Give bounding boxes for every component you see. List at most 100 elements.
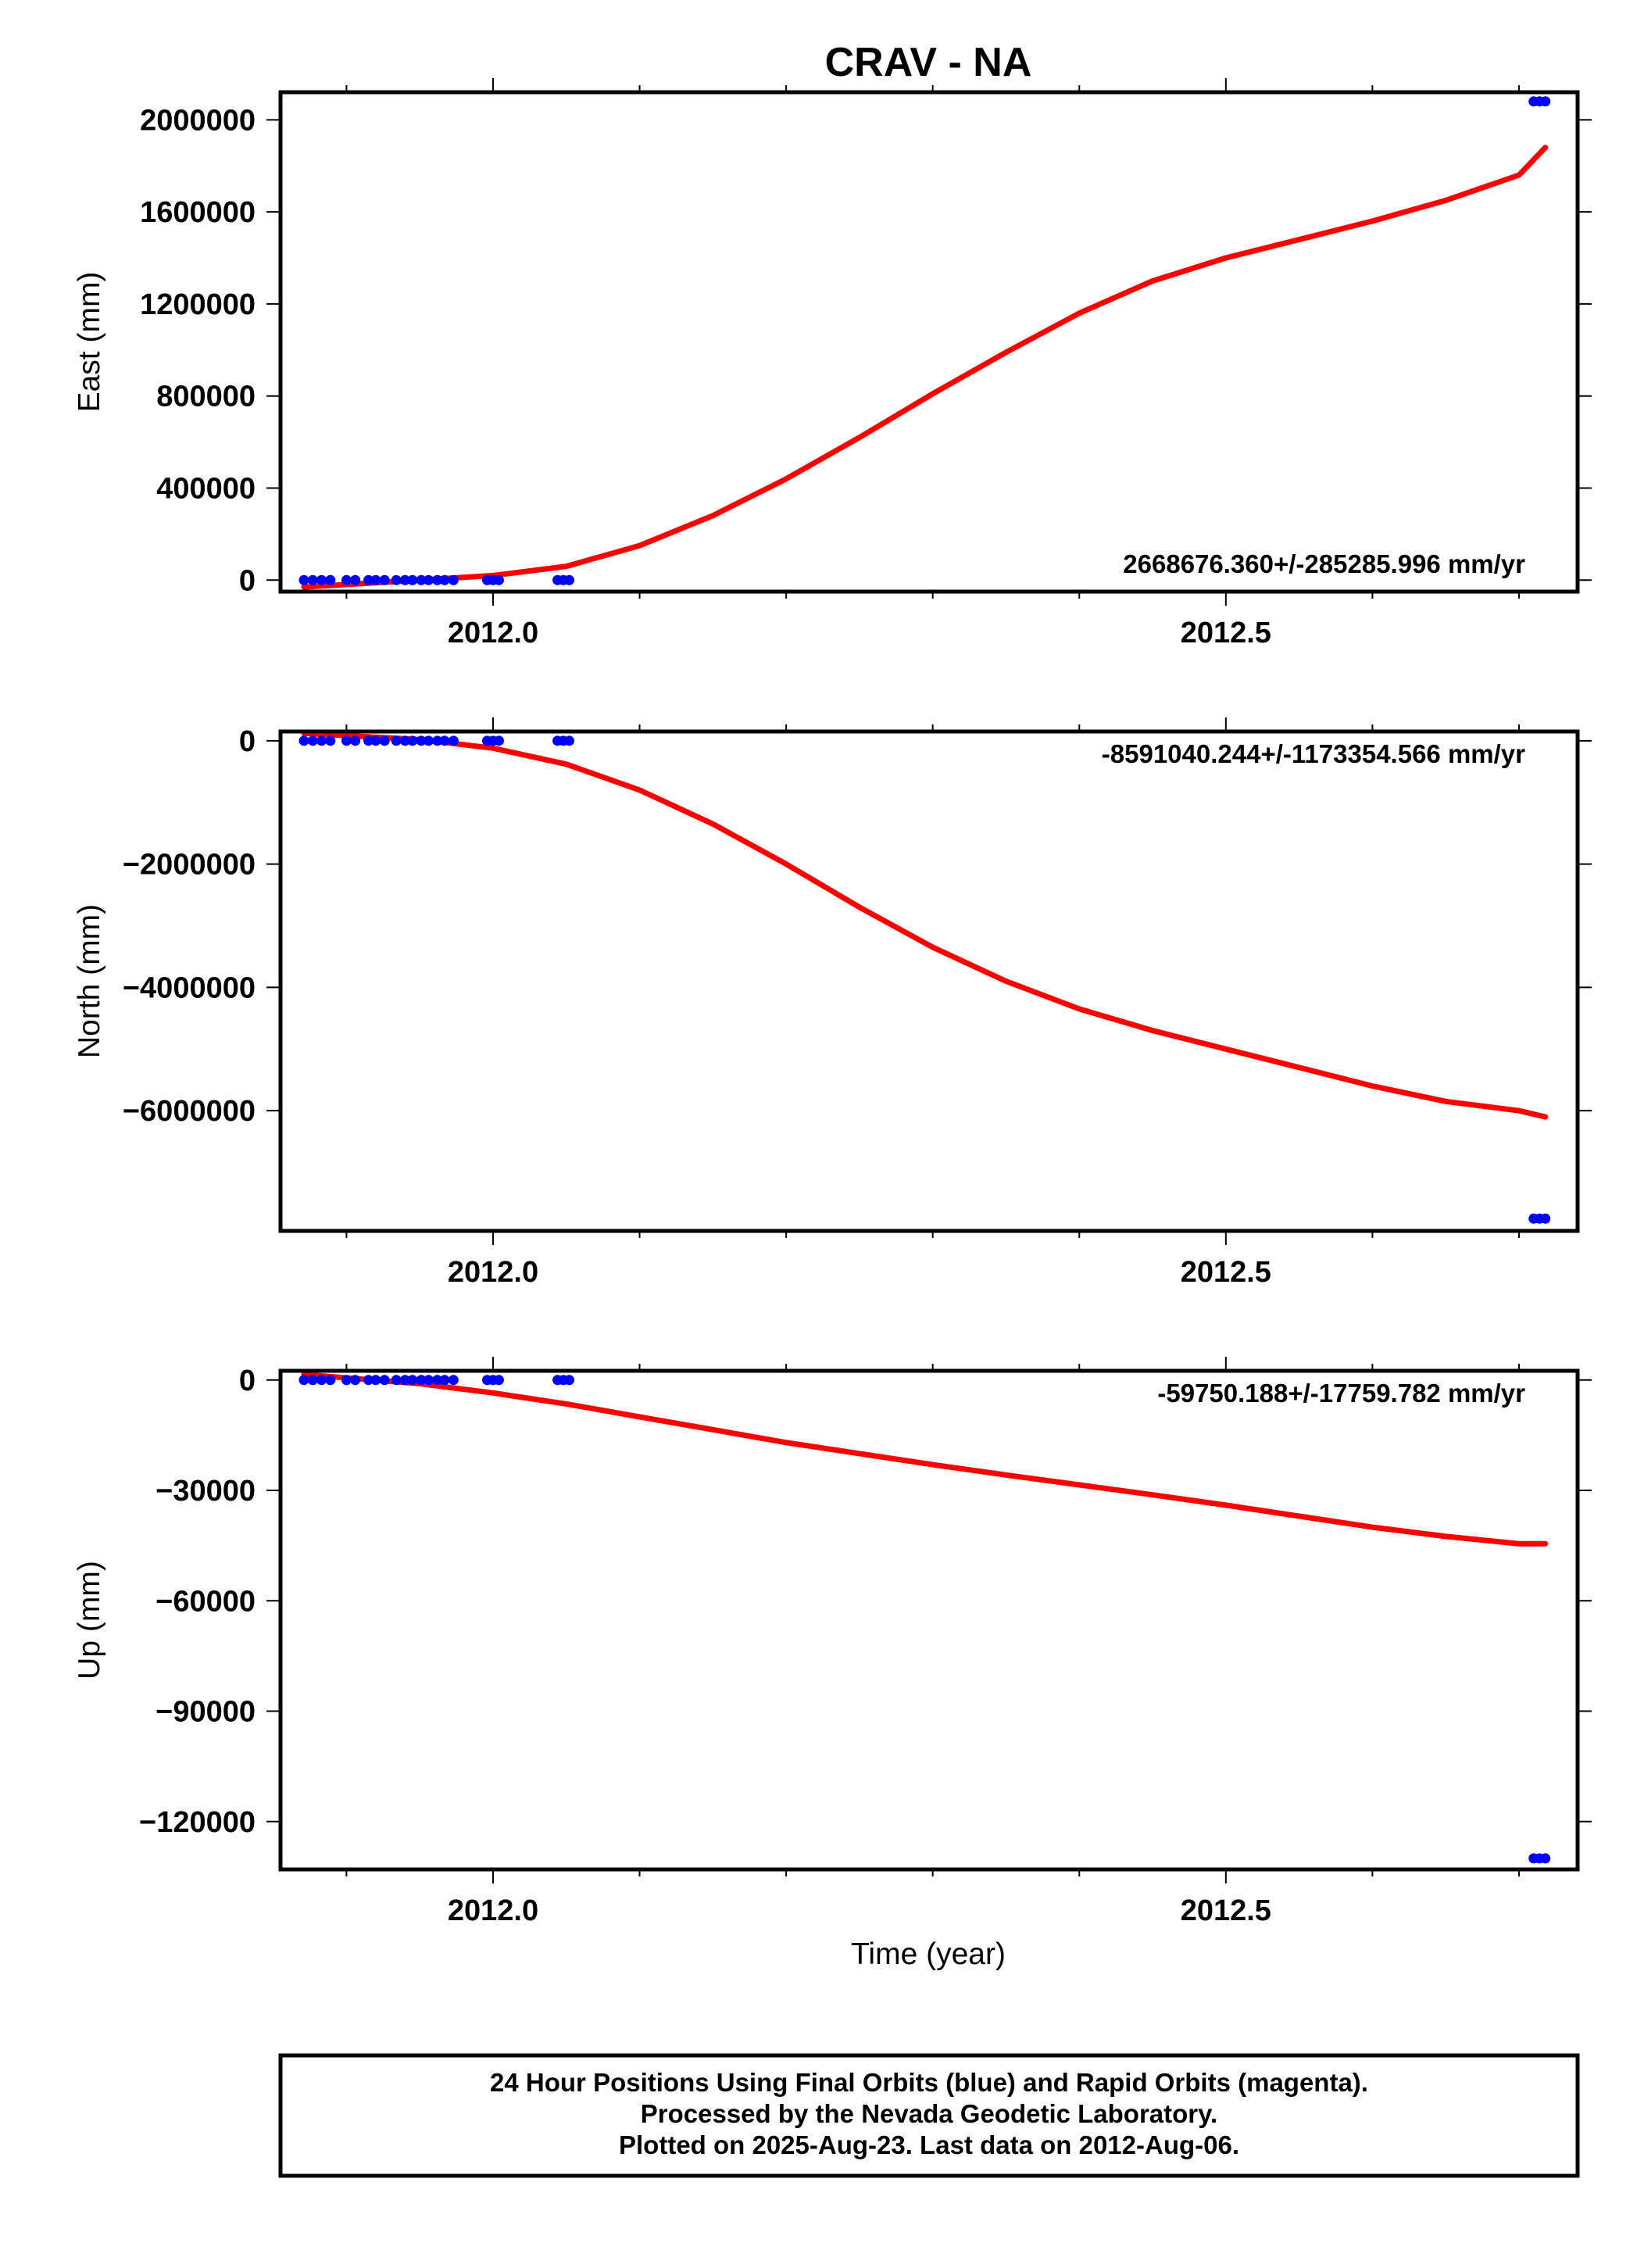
- east-position-point: [416, 574, 427, 585]
- north-position-point: [407, 735, 418, 746]
- north-position-point: [316, 735, 327, 746]
- east-position-point: [448, 574, 459, 585]
- up-position-point: [407, 1375, 418, 1386]
- east-position-point: [432, 574, 443, 585]
- north-y-tick-label: −2000000: [123, 849, 256, 882]
- north-data: [298, 732, 1551, 1224]
- up-x-tick-label: 2012.5: [1181, 1894, 1271, 1927]
- footer-line-1: 24 Hour Positions Using Final Orbits (bl…: [490, 2068, 1368, 2097]
- east-y-tick-label: 800000: [156, 381, 256, 413]
- east-position-point: [399, 574, 410, 585]
- north-panel: 2012.0 2012.5 0 −2000000 −4000000 −6000000 Nor…: [73, 717, 1592, 1289]
- north-position-point: [391, 735, 402, 746]
- up-position-point: [370, 1375, 381, 1386]
- east-position-point: [407, 574, 418, 585]
- east-y-tick-label: 1600000: [140, 196, 256, 229]
- chart-title: CRAV - NA: [825, 40, 1032, 85]
- footer-box: 24 Hour Positions Using Final Orbits (bl…: [278, 2053, 1580, 2178]
- up-y-axis-label: Up (mm): [73, 1561, 106, 1680]
- east-position-point: [391, 574, 402, 585]
- east-frame: [278, 90, 1580, 594]
- north-y-tick-label: −6000000: [123, 1095, 256, 1128]
- east-position-point: [439, 574, 450, 585]
- up-position-point: [564, 1375, 575, 1386]
- up-position-point: [325, 1375, 336, 1386]
- east-position-point: [493, 574, 504, 585]
- up-panel: 2012.0 2012.5 0 −30000 −60000 −90000 −120000 Up…: [73, 1357, 1592, 1927]
- up-position-point: [493, 1375, 504, 1386]
- north-position-point: [307, 735, 318, 746]
- up-y-tick-label: −120000: [139, 1806, 256, 1839]
- up-position-point: [1540, 1853, 1551, 1864]
- north-y-axis-label: North (mm): [73, 904, 106, 1058]
- east-panel: 2012.0 2012.5 0 400000 800000 1200000 1600000 2…: [73, 78, 1592, 649]
- north-position-point: [564, 735, 575, 746]
- up-y-tick-label: 0: [239, 1365, 256, 1397]
- east-y-tick-label: 2000000: [140, 104, 256, 137]
- north-position-point: [341, 735, 352, 746]
- north-model-line: [301, 732, 1549, 1120]
- east-y-tick-label: 1200000: [140, 288, 256, 321]
- north-position-point: [1540, 1213, 1551, 1224]
- north-position-point: [439, 735, 450, 746]
- up-position-point: [432, 1375, 443, 1386]
- up-position-point: [363, 1375, 374, 1386]
- east-data: [298, 96, 1551, 590]
- up-frame: [278, 1368, 1580, 1872]
- north-x-tick-label: 2012.5: [1181, 1256, 1271, 1289]
- east-position-point: [379, 574, 390, 585]
- north-position-point: [493, 735, 504, 746]
- up-x-tick-label: 2012.0: [448, 1894, 538, 1927]
- up-position-point: [416, 1375, 427, 1386]
- east-position-point: [350, 574, 361, 585]
- east-x-tick-label: 2012.5: [1181, 617, 1271, 649]
- east-position-point: [298, 574, 309, 585]
- up-position-point: [399, 1375, 410, 1386]
- east-rate-label: 2668676.360+/-285285.996 mm/yr: [1123, 549, 1525, 578]
- up-position-point: [391, 1375, 402, 1386]
- east-position-point: [564, 574, 575, 585]
- north-position-point: [370, 735, 381, 746]
- up-position-point: [298, 1375, 309, 1386]
- east-y-tick-label: 0: [239, 564, 256, 597]
- east-position-point: [325, 574, 336, 585]
- north-position-point: [379, 735, 390, 746]
- north-position-point: [325, 735, 336, 746]
- east-position-point: [423, 574, 434, 585]
- east-y-axis-label: East (mm): [73, 272, 106, 413]
- east-position-point: [341, 574, 352, 585]
- east-position-point: [1540, 96, 1551, 107]
- up-position-point: [316, 1375, 327, 1386]
- east-model-line: [301, 145, 1549, 590]
- east-position-point: [316, 574, 327, 585]
- up-position-point: [448, 1375, 459, 1386]
- east-position-point: [307, 574, 318, 585]
- up-y-tick-label: −90000: [155, 1696, 256, 1729]
- north-position-point: [416, 735, 427, 746]
- north-position-point: [423, 735, 434, 746]
- footer-line-2: Processed by the Nevada Geodetic Laborat…: [641, 2099, 1217, 2128]
- footer-line-3: Plotted on 2025-Aug-23. Last data on 201…: [619, 2130, 1239, 2159]
- north-position-point: [350, 735, 361, 746]
- north-rate-label: -8591040.244+/-1173354.566 mm/yr: [1102, 739, 1525, 768]
- north-position-point: [363, 735, 374, 746]
- up-rate-label: -59750.188+/-17759.782 mm/yr: [1157, 1379, 1525, 1408]
- up-y-tick-label: −30000: [155, 1475, 256, 1508]
- east-y-tick-label: 400000: [156, 472, 256, 505]
- north-y-tick-label: −4000000: [123, 971, 256, 1004]
- up-data: [298, 1372, 1551, 1864]
- north-x-tick-label: 2012.0: [448, 1256, 538, 1289]
- up-position-point: [350, 1375, 361, 1386]
- north-frame: [278, 729, 1580, 1233]
- up-position-point: [439, 1375, 450, 1386]
- up-model-line: [301, 1372, 1549, 1547]
- up-position-point: [341, 1375, 352, 1386]
- up-position-point: [423, 1375, 434, 1386]
- north-position-point: [298, 735, 309, 746]
- up-position-point: [379, 1375, 390, 1386]
- east-x-tick-label: 2012.0: [448, 617, 538, 649]
- north-position-point: [448, 735, 459, 746]
- north-position-point: [399, 735, 410, 746]
- x-axis-label: Time (year): [851, 1937, 1006, 1971]
